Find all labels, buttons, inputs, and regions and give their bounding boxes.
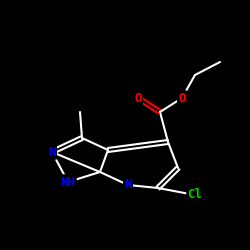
Text: NH: NH (60, 176, 76, 188)
Text: N: N (48, 146, 56, 158)
Text: O: O (178, 92, 186, 104)
Text: N: N (124, 178, 132, 192)
Text: O: O (134, 92, 142, 104)
Text: Cl: Cl (188, 188, 202, 202)
